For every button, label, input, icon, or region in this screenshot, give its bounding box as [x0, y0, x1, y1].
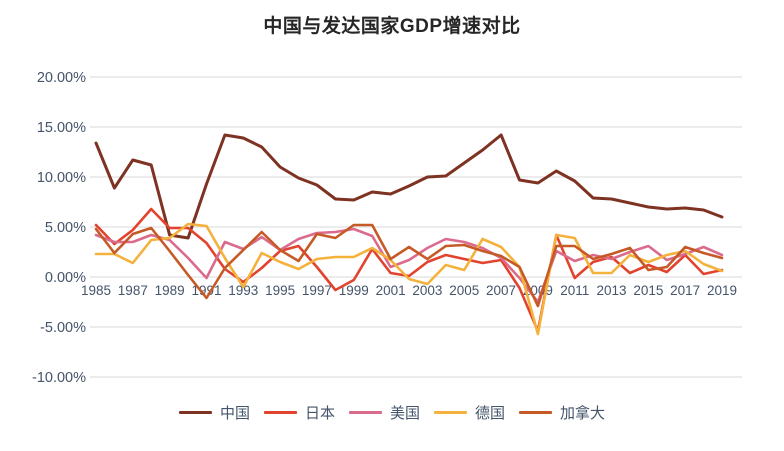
series-line-美国[interactable]	[94, 227, 724, 304]
x-axis-tick-label: 2001	[376, 283, 406, 298]
x-axis-tick-label: 1985	[81, 283, 111, 298]
x-axis-tick-label: 2005	[449, 283, 479, 298]
x-axis-tick-label: 2011	[560, 283, 589, 298]
legend-label: 日本	[304, 405, 335, 422]
legend-item-日本[interactable]: 日本	[263, 402, 335, 423]
y-axis-tick-label: 10.00%	[37, 170, 86, 186]
y-axis-tick-label: 5.00%	[45, 220, 86, 236]
x-axis-tick-label: 1999	[339, 283, 369, 298]
y-axis-tick-label: -10.00%	[32, 370, 86, 386]
legend-item-加拿大[interactable]: 加拿大	[519, 402, 605, 423]
series-line-中国[interactable]	[94, 133, 724, 240]
legend-item-中国[interactable]: 中国	[178, 402, 250, 423]
x-axis-tick-label: 2015	[633, 283, 663, 298]
x-axis-tick-label: 1989	[155, 283, 185, 298]
x-axis-tick-label: 2003	[412, 283, 442, 298]
x-axis-tick-label: 2013	[597, 283, 627, 298]
chart-legend: 中国 日本 美国 德国 加拿大	[0, 402, 784, 423]
legend-label: 德国	[475, 405, 506, 422]
x-axis-tick-label: 1993	[228, 283, 258, 298]
legend-label: 中国	[219, 405, 250, 422]
x-axis-tick-label: 2007	[486, 283, 516, 298]
series-line-加拿大[interactable]	[94, 223, 724, 308]
legend-item-德国[interactable]: 德国	[434, 402, 505, 423]
legend-line-swatch	[434, 411, 467, 414]
x-axis-tick-label: 2019	[707, 283, 737, 298]
legend-label: 加拿大	[560, 405, 606, 422]
legend-line-swatch	[348, 411, 382, 414]
y-axis-tick-label: 20.00%	[37, 70, 86, 86]
x-axis-tick-label: 1995	[265, 283, 295, 298]
legend-item-美国[interactable]: 美国	[348, 402, 420, 423]
x-axis-tick-label: 2017	[670, 283, 700, 298]
legend-line-swatch	[519, 411, 553, 414]
y-axis-tick-label: -5.00%	[40, 320, 86, 336]
legend-label: 美国	[389, 405, 420, 422]
series-line-德国[interactable]	[94, 222, 724, 336]
chart-title: 中国与发达国家GDP增速对比	[263, 16, 521, 37]
legend-line-swatch	[263, 411, 297, 414]
x-axis-tick-label: 1997	[302, 283, 332, 298]
y-axis-tick-label: 15.00%	[37, 120, 86, 136]
x-axis-tick-label: 1987	[118, 283, 148, 298]
legend-line-swatch	[178, 411, 212, 414]
y-axis-tick-label: 0.00%	[45, 270, 86, 286]
series-line-日本[interactable]	[94, 207, 724, 333]
